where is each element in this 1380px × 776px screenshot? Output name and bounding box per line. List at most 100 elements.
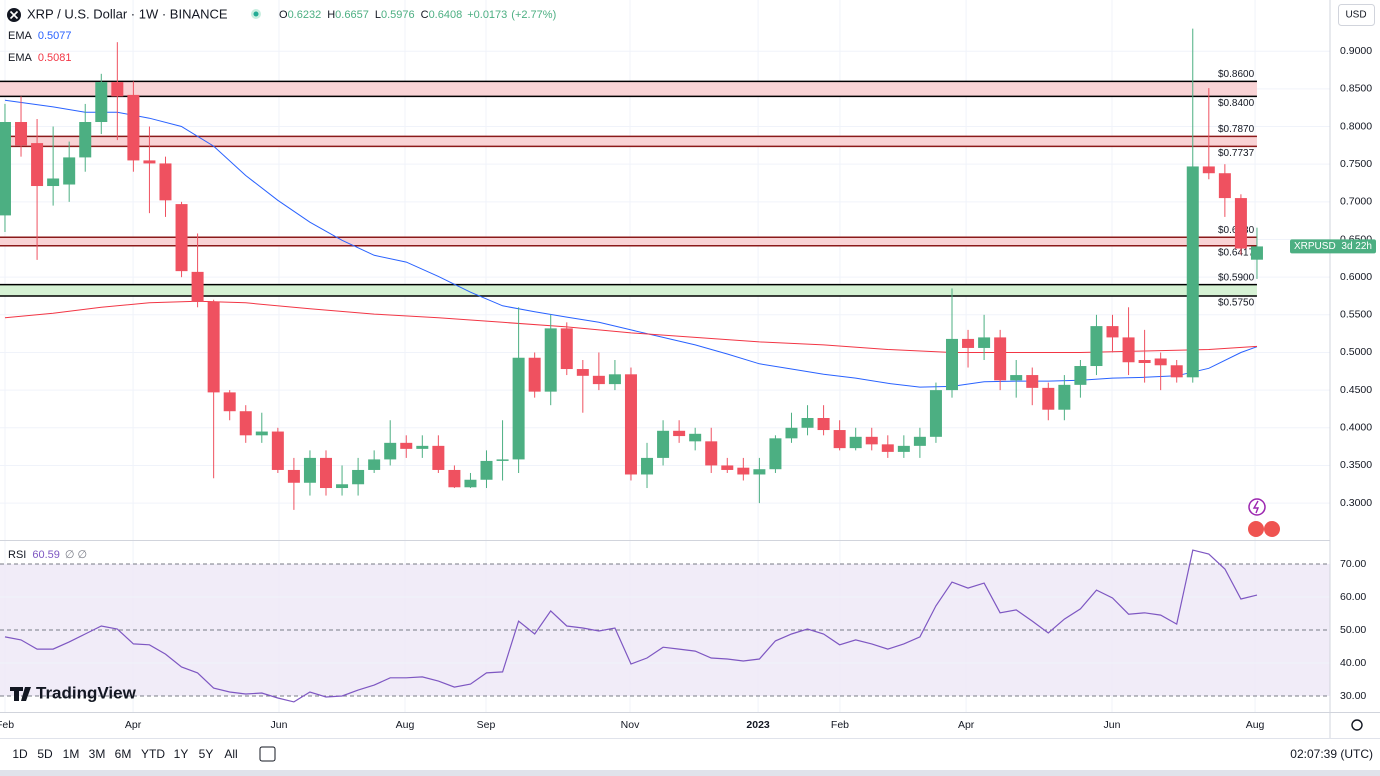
candle-body [978,337,991,348]
ema-value: 0.5081 [38,52,72,64]
range-button[interactable]: YTD [141,747,165,761]
candle-body [1010,375,1023,381]
countdown: 3d 22h [1341,241,1372,252]
candle-body [1074,366,1087,385]
ema-name: EMA [8,52,33,64]
candle-body [143,160,156,164]
ohlc-value: 0.6408 [429,9,463,21]
rsi-name: RSI [8,549,26,561]
range-button[interactable]: All [224,747,237,761]
candle-body [303,457,316,483]
zone-label: $0.8400 [1218,98,1255,109]
candle-body [271,431,284,470]
settings-icon[interactable] [1351,719,1363,731]
range-button[interactable]: 1D [12,747,28,761]
rsi-params: ∅ ∅ [65,549,87,561]
event-flag[interactable] [1248,521,1264,537]
currency[interactable]: USD [1345,10,1366,21]
ohlc-value: 0.6657 [335,9,369,21]
candle-body [817,417,830,431]
event-flag[interactable] [1264,521,1280,537]
range-button[interactable]: 6M [115,747,132,761]
rsi-legend: RSI 60.59 ∅ ∅ [8,549,87,561]
candle-body [1186,166,1199,378]
y-tick-label: 0.8000 [1340,120,1372,132]
candle-body [560,328,573,370]
range-button[interactable]: 5Y [199,747,214,761]
range-button[interactable]: 5D [37,747,53,761]
candle-body [496,459,509,461]
y-tick-label: 0.7000 [1340,196,1372,208]
candle-body [416,445,429,449]
y-tick-label: 0.4500 [1340,384,1372,396]
zone [0,284,1257,296]
symbol-badge: XRPUSD [1294,241,1336,252]
range-button[interactable]: 1Y [174,747,189,761]
candle-body [448,469,461,488]
candle-body [913,436,926,446]
candle-body [962,338,975,348]
x-tick-label: Nov [621,719,640,731]
candle-body [881,444,894,452]
currency-box[interactable] [1338,4,1375,26]
ohlc-value: 0.5976 [381,9,415,21]
rsi-tick-label: 30.00 [1340,690,1366,702]
zone-label: $0.7737 [1218,148,1255,159]
x-tick-label: Apr [125,719,142,731]
zones-layer: $0.8600$0.8400$0.7870$0.7737$0.6530$0.64… [0,69,1257,309]
ema-name: EMA [8,30,33,42]
x-tick-label: Feb [831,719,849,731]
bottom-strip [0,770,1380,776]
ema-legend: EMA 0.5081 [8,52,72,64]
calendar-icon[interactable] [259,746,276,762]
candle-body [368,459,381,470]
rsi-value: 60.59 [32,549,60,561]
candle-body [191,271,204,303]
candle-body [689,433,702,442]
ohlc-label: L [375,9,381,21]
candle-body [657,430,670,458]
y-tick-label: 0.5500 [1340,309,1372,321]
x-tick-label: 2023 [746,719,770,731]
plot-layer [0,28,1263,703]
candle-body [111,82,124,97]
candle-body [1154,358,1167,366]
y-tick-label: 0.8500 [1340,83,1372,95]
rsi-tick-label: 60.00 [1340,591,1366,603]
zone-label: $0.5750 [1218,298,1255,309]
candle-body [544,328,557,392]
ema-legend: EMA 0.5077 [8,30,72,42]
price-badge [1290,239,1376,254]
candle-body [255,431,268,436]
candle-body [641,457,654,475]
candle-body [0,122,11,216]
candle-body [833,430,846,449]
candle-body [207,302,220,393]
candle-body [336,484,349,489]
candle-body [1234,198,1247,249]
candle-body [1026,375,1039,388]
candle-body [945,338,958,391]
candle-body [287,469,300,483]
zone [0,237,1257,246]
y-tick-label: 0.4000 [1340,422,1372,434]
candle-body [576,369,589,376]
ema-value: 0.5077 [38,30,72,42]
event-icon[interactable] [1248,498,1266,516]
x-tick-label: Feb [0,719,14,731]
candle-body [1138,360,1151,364]
ohlc-value: 0.6232 [288,9,322,21]
candle-body [785,427,798,439]
rsi-tick-label: 40.00 [1340,657,1366,669]
candle-body [801,417,814,428]
candle-body [1042,387,1055,410]
range-button[interactable]: 1M [63,747,80,761]
ohlc-label: H [327,9,335,21]
ohlc-label: C [421,9,429,21]
candle-body [400,442,413,449]
clock: 02:07:39 (UTC) [1290,747,1373,761]
y-tick-label: 0.3500 [1340,459,1372,471]
range-button[interactable]: 3M [89,747,106,761]
